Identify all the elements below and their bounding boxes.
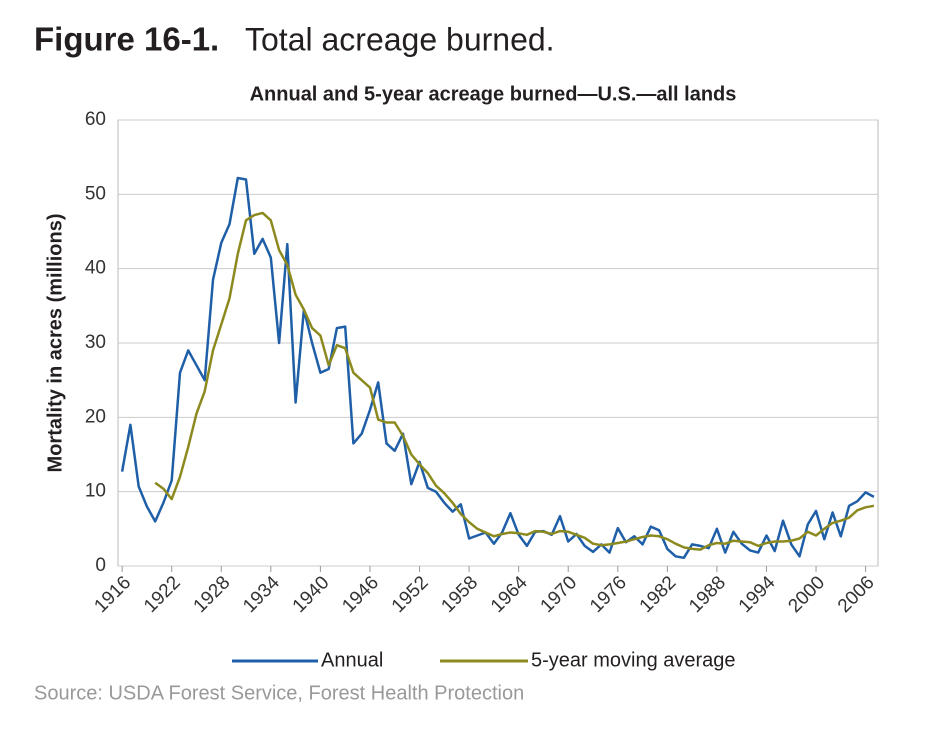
x-tick-label: 1988 [685,572,730,617]
x-tick-label: 1946 [338,572,383,617]
y-tick-label: 60 [85,109,106,130]
y-axis-label: Mortality in acres (millions) [44,214,66,473]
x-tick-label: 1952 [388,572,433,617]
x-tick-label: 1928 [190,572,235,617]
x-tick-label: 1964 [487,572,532,617]
x-tick-label: 1922 [140,572,185,617]
legend-label: 5-year moving average [531,649,736,671]
y-tick-label: 10 [85,481,106,502]
chart-title: Total acreage burned. [245,21,555,57]
legend-label: Annual [321,649,383,671]
x-tick-label: 1982 [636,572,681,617]
y-tick-label: 50 [85,183,106,204]
x-tick-label: 1916 [90,572,135,617]
y-tick-label: 40 [85,258,106,279]
source-note: Source: USDA Forest Service, Forest Heal… [34,682,524,704]
x-tick-label: 1940 [289,572,334,617]
series-line [154,211,875,551]
x-tick-label: 1934 [239,572,284,617]
x-tick-label: 1994 [735,572,780,617]
x-tick-label: 2006 [834,572,879,617]
series-line [120,176,875,560]
y-tick-label: 30 [85,332,106,353]
x-tick-label: 2000 [784,572,829,617]
x-tick-label: 1970 [537,572,582,617]
x-tick-label: 1958 [437,572,482,617]
y-tick-label: 0 [95,555,106,576]
y-tick-label: 20 [85,406,106,427]
chart-subtitle: Annual and 5-year acreage burned—U.S.—al… [250,83,737,105]
figure-label: Figure 16-1. [34,21,219,58]
x-tick-label: 1976 [586,572,631,617]
